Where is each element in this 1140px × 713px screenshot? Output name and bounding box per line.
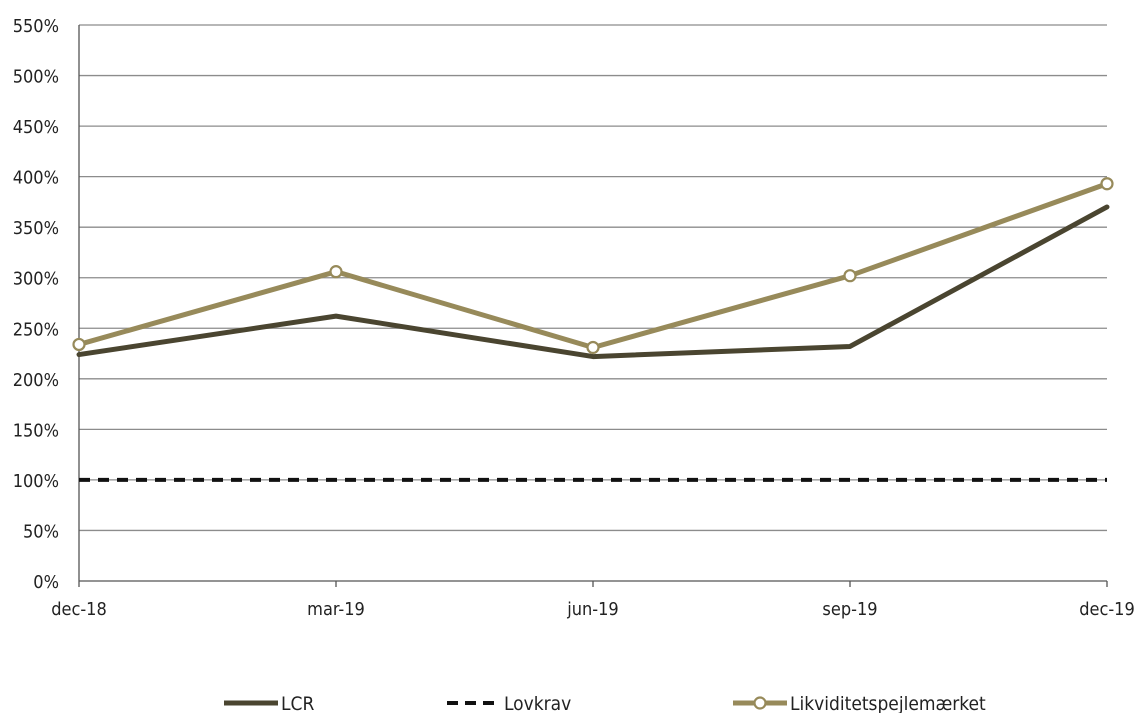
- y-tick-label: 100%: [13, 471, 59, 492]
- legend-label-lovkrav: Lovkrav: [504, 693, 571, 713]
- x-tick-label: dec-19: [1079, 599, 1135, 620]
- y-tick-label: 50%: [23, 521, 59, 542]
- gridlines: [79, 24, 1107, 532]
- y-tick-label: 450%: [13, 117, 59, 138]
- legend-marker-likviditetspejlem-rket: [753, 696, 767, 710]
- legend-label-lcr: LCR: [281, 693, 314, 713]
- data-point-likviditetspejlem-rket: [843, 269, 857, 283]
- y-tick-label: 500%: [13, 67, 59, 88]
- x-tick-label: dec-18: [51, 599, 107, 620]
- y-tick-label: 300%: [13, 269, 59, 290]
- y-tick-label: 550%: [13, 16, 59, 37]
- y-tick-label: 0%: [33, 572, 59, 593]
- x-tick-label: jun-19: [566, 599, 618, 620]
- y-tick-label: 200%: [13, 370, 59, 391]
- y-axis-tick-labels: 0% 50% 100% 150% 200% 250% 300% 350% 400% 450% 500…: [13, 16, 59, 593]
- series-line-likviditetspejlem-rket: [76, 181, 1110, 350]
- series-line-lcr: [76, 204, 1110, 360]
- data-point-likviditetspejlem-rket: [72, 337, 86, 352]
- y-tick-label: 250%: [13, 319, 59, 340]
- x-axis-tick-labels: dec-18 mar-19 jun-19 sep-19 dec-19: [51, 599, 1135, 620]
- y-tick-label: 150%: [13, 420, 59, 441]
- x-tick-label: sep-19: [822, 599, 877, 620]
- legend-label-likviditetspejlem-rket: Likviditetspejlemærket: [790, 693, 986, 713]
- legend: LCR Lovkrav Likviditetspejlemærket: [224, 693, 986, 713]
- data-point-likviditetspejlem-rket: [586, 340, 600, 355]
- y-tick-label: 400%: [13, 168, 59, 189]
- data-point-likviditetspejlem-rket: [329, 265, 343, 279]
- y-tick-label: 350%: [13, 218, 59, 239]
- series-lines: [72, 177, 1114, 482]
- x-tick-label: mar-19: [307, 599, 365, 620]
- axes: [78, 25, 1108, 587]
- data-point-likviditetspejlem-rket: [1100, 177, 1114, 191]
